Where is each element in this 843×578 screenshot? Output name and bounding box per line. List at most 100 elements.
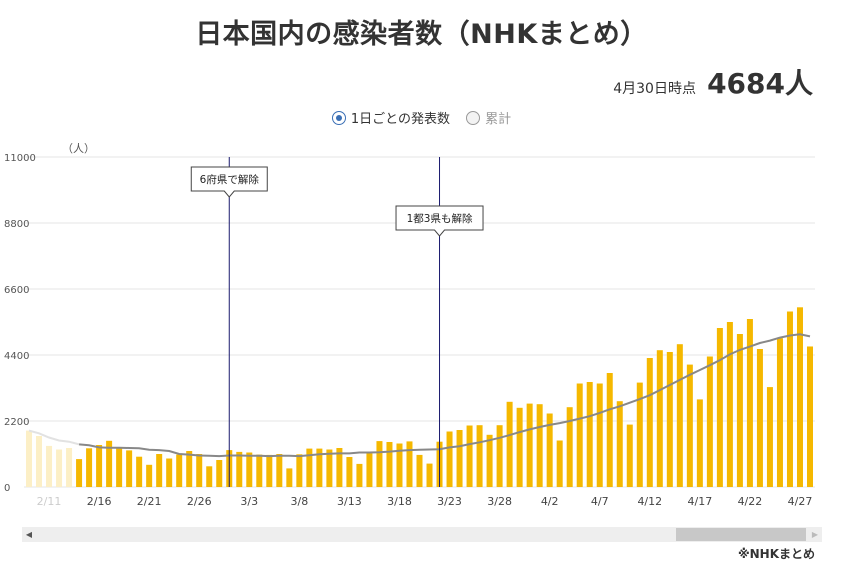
scroll-thumb[interactable] bbox=[676, 528, 806, 541]
daily-radio[interactable]: 1日ごとの発表数 bbox=[331, 108, 450, 127]
cumulative-radio-label: 累計 bbox=[485, 112, 512, 127]
daily-radio-label: 1日ごとの発表数 bbox=[350, 112, 450, 127]
case-bar bbox=[476, 425, 483, 487]
view-toggle-group: 1日ごとの発表数 累計 bbox=[0, 108, 843, 129]
event-callout-label: 1都3県も解除 bbox=[407, 212, 473, 225]
case-bar bbox=[96, 445, 103, 487]
radio-unselected-icon[interactable] bbox=[466, 110, 481, 125]
case-bar bbox=[246, 452, 253, 487]
x-tick-label: 4/12 bbox=[637, 495, 662, 508]
case-bar bbox=[86, 448, 93, 487]
case-bar bbox=[216, 460, 223, 487]
case-bar bbox=[276, 454, 283, 487]
event-callout-box bbox=[395, 205, 484, 237]
case-bar bbox=[186, 451, 193, 487]
x-tick-label: 4/7 bbox=[591, 495, 609, 508]
case-bar bbox=[326, 449, 333, 487]
case-bar bbox=[416, 454, 423, 487]
scroll-left-icon[interactable]: ◀ bbox=[25, 530, 33, 539]
case-bar bbox=[316, 448, 323, 487]
case-bar bbox=[486, 434, 493, 487]
case-bar bbox=[56, 449, 63, 487]
case-bar bbox=[686, 364, 693, 487]
y-tick-label: 4400 bbox=[4, 351, 29, 362]
case-bar bbox=[756, 349, 763, 487]
avg-line bbox=[79, 333, 811, 458]
source-note: ※NHKまとめ bbox=[737, 547, 815, 561]
total-count: 4684人 bbox=[707, 67, 813, 100]
case-bar bbox=[746, 319, 753, 487]
case-bar bbox=[576, 383, 583, 487]
scroll-right-icon[interactable]: ▶ bbox=[811, 530, 819, 539]
case-bar bbox=[726, 322, 733, 487]
chart-scrollbar[interactable]: ◀ ▶ bbox=[22, 527, 822, 542]
x-tick-label: 4/17 bbox=[688, 495, 713, 508]
x-tick-label: 3/18 bbox=[387, 495, 412, 508]
case-bar bbox=[516, 407, 523, 487]
case-bar bbox=[396, 443, 403, 487]
case-bar bbox=[206, 466, 213, 487]
case-bar bbox=[456, 430, 463, 487]
case-bar bbox=[116, 448, 123, 487]
case-bar bbox=[536, 404, 543, 487]
avg-line-faded bbox=[28, 429, 80, 446]
case-bar bbox=[666, 352, 673, 487]
case-bar bbox=[566, 407, 573, 487]
y-tick-label: 8800 bbox=[4, 219, 29, 230]
x-tick-label: 4/22 bbox=[738, 495, 763, 508]
case-bar bbox=[296, 454, 303, 487]
case-bar bbox=[586, 382, 593, 487]
case-bar bbox=[366, 453, 373, 487]
case-bar bbox=[626, 424, 633, 487]
case-bar bbox=[556, 440, 563, 487]
case-bar bbox=[306, 448, 313, 487]
as-of-summary: 4月30日時点 4684人 bbox=[613, 62, 813, 102]
case-bar bbox=[786, 311, 793, 487]
case-bar bbox=[46, 445, 53, 487]
case-bar bbox=[526, 403, 533, 487]
event-callout-label: 6府県で解除 bbox=[200, 173, 260, 186]
case-bar bbox=[286, 468, 293, 487]
case-bar bbox=[446, 431, 453, 487]
case-bar bbox=[496, 425, 503, 487]
case-bar bbox=[256, 454, 263, 487]
case-bar bbox=[546, 413, 553, 487]
case-bar bbox=[596, 383, 603, 487]
case-bar bbox=[146, 464, 153, 487]
case-bar bbox=[236, 451, 243, 487]
chart-title: 日本国内の感染者数（NHKまとめ） bbox=[195, 19, 648, 50]
case-bar bbox=[656, 350, 663, 487]
case-bar bbox=[406, 441, 413, 487]
x-tick-label: 3/3 bbox=[240, 495, 258, 508]
as-of-date: 4月30日時点 bbox=[613, 81, 696, 97]
case-bar bbox=[466, 425, 473, 487]
case-bar bbox=[336, 448, 343, 487]
case-bar bbox=[26, 430, 33, 487]
case-bar bbox=[386, 442, 393, 487]
x-tick-label: 3/8 bbox=[290, 495, 308, 508]
case-bar bbox=[426, 463, 433, 487]
case-bar bbox=[716, 328, 723, 487]
case-bar bbox=[76, 459, 83, 487]
case-bar bbox=[176, 454, 183, 487]
y-tick-label: 2200 bbox=[4, 417, 29, 428]
case-bar bbox=[776, 338, 783, 487]
x-tick-label: 2/11 bbox=[37, 495, 62, 508]
daily-cases-chart: 0 2200 4400 6600 8800 11000 （人） 2/11 2/16 2/21 2/2… bbox=[4, 142, 815, 508]
case-bar bbox=[646, 358, 653, 487]
cumulative-radio[interactable]: 累計 bbox=[466, 108, 511, 127]
case-bar bbox=[346, 457, 353, 487]
x-tick-label: 3/23 bbox=[437, 495, 462, 508]
case-bar bbox=[616, 401, 623, 487]
radio-selected-icon[interactable] bbox=[331, 110, 346, 125]
case-bar bbox=[506, 401, 513, 487]
y-axis-unit-label: （人） bbox=[62, 142, 95, 155]
case-bar bbox=[606, 373, 613, 487]
case-bar bbox=[36, 436, 43, 487]
case-bar bbox=[696, 399, 703, 487]
x-tick-label: 4/27 bbox=[788, 495, 813, 508]
case-bar bbox=[196, 454, 203, 487]
event-callout-box bbox=[190, 166, 268, 198]
case-bar bbox=[166, 458, 173, 487]
case-bar bbox=[706, 356, 713, 487]
